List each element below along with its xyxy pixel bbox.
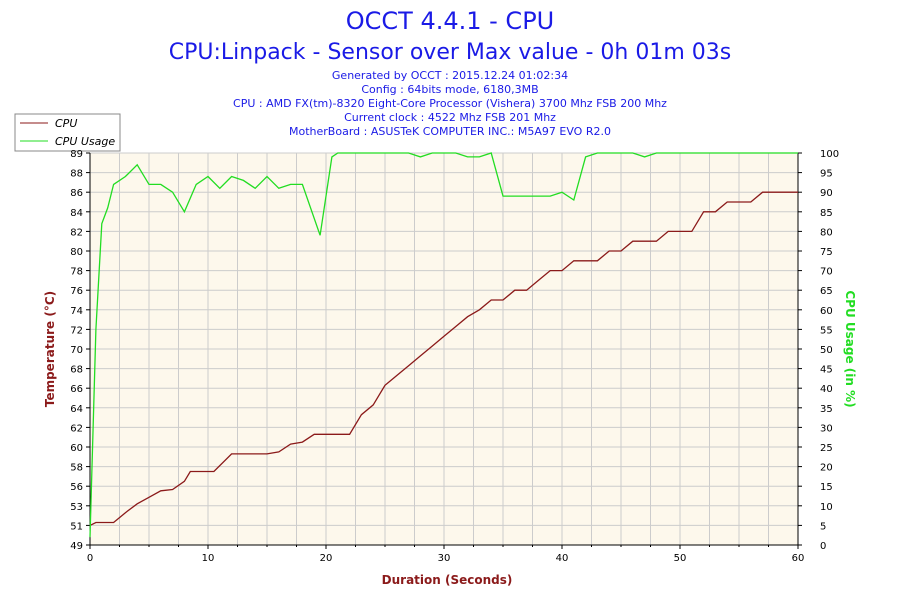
y-tick-label: 70 xyxy=(70,345,83,356)
series-line-cpu xyxy=(89,191,798,526)
y-tick-label: 72 xyxy=(70,325,83,336)
info-cpu: CPU : AMD FX(tm)-8320 Eight-Core Process… xyxy=(233,97,667,110)
chart-subtitle: CPU:Linpack - Sensor over Max value - 0h… xyxy=(169,40,731,65)
chart-title: OCCT 4.4.1 - CPU xyxy=(346,7,554,35)
y2-tick-label: 90 xyxy=(820,188,833,199)
y2-ticks: 0 5 10 15 20 25 30 35 40 45 50 55 60 65 70 75 80 85 90 95 10… xyxy=(798,149,839,552)
info-motherboard: MotherBoard : ASUSTeK COMPUTER INC.: M5A… xyxy=(289,125,611,138)
y2-tick-label: 55 xyxy=(820,325,833,336)
y-tick-label: 82 xyxy=(70,227,83,238)
x-tick-label: 60 xyxy=(792,553,805,564)
y-tick-label: 80 xyxy=(70,247,83,258)
y2-tick-label: 0 xyxy=(820,541,826,552)
y2-tick-label: 70 xyxy=(820,267,833,278)
y2-tick-label: 5 xyxy=(820,521,826,532)
legend-label-cpu: CPU xyxy=(55,117,77,130)
y-tick-label: 51 xyxy=(70,521,83,532)
y2-tick-label: 85 xyxy=(820,208,833,219)
x-tick-label: 10 xyxy=(202,553,215,564)
y-tick-label: 88 xyxy=(70,169,83,180)
y2-tick-label: 10 xyxy=(820,502,833,513)
y2-tick-label: 95 xyxy=(820,169,833,180)
legend-box xyxy=(14,113,121,152)
y-axis-label: Temperature (°C) xyxy=(43,291,57,407)
y2-tick-label: 30 xyxy=(820,423,833,434)
y-tick-label: 58 xyxy=(70,463,83,474)
y-tick-label: 49 xyxy=(70,541,83,552)
y-tick-label: 86 xyxy=(70,188,83,199)
y2-tick-label: 100 xyxy=(820,149,839,160)
y2-tick-label: 25 xyxy=(820,443,833,454)
x-tick-label: 50 xyxy=(674,553,687,564)
x-tick-label: 0 xyxy=(87,553,93,564)
y-tick-label: 53 xyxy=(70,502,83,513)
y2-tick-label: 20 xyxy=(820,463,833,474)
legend-label-cpu-usage: CPU Usage xyxy=(55,135,115,148)
y-tick-label: 84 xyxy=(70,208,83,219)
y2-tick-label: 65 xyxy=(820,286,833,297)
y-tick-label: 56 xyxy=(70,482,83,493)
series-line-cpu-usage xyxy=(89,152,798,538)
y-tick-label: 74 xyxy=(70,306,83,317)
y2-tick-label: 15 xyxy=(820,482,833,493)
y-tick-label: 64 xyxy=(70,404,83,415)
x-ticks: 0 10 20 30 40 50 60 xyxy=(87,545,805,564)
y-tick-label: 76 xyxy=(70,286,83,297)
y2-tick-label: 45 xyxy=(820,365,833,376)
y-tick-label: 89 xyxy=(70,149,83,160)
y-tick-label: 68 xyxy=(70,365,83,376)
y-tick-label: 62 xyxy=(70,423,83,434)
info-config: Config : 64bits mode, 6180,3MB xyxy=(361,83,538,96)
y-tick-label: 78 xyxy=(70,267,83,278)
x-axis-label: Duration (Seconds) xyxy=(382,573,513,587)
info-clock: Current clock : 4522 Mhz FSB 201 Mhz xyxy=(344,111,556,124)
grid xyxy=(89,152,799,546)
y2-tick-label: 50 xyxy=(820,345,833,356)
y-tick-label: 66 xyxy=(70,384,83,395)
y2-tick-label: 35 xyxy=(820,404,833,415)
y2-tick-label: 75 xyxy=(820,247,833,258)
y-tick-label: 60 xyxy=(70,443,83,454)
y2-tick-label: 40 xyxy=(820,384,833,395)
x-tick-label: 30 xyxy=(438,553,451,564)
y2-tick-label: 80 xyxy=(820,227,833,238)
y-ticks: 49 51 53 56 58 60 62 64 66 68 70 72 74 76 78 80 82 84 86 88… xyxy=(70,149,90,552)
y2-tick-label: 60 xyxy=(820,306,833,317)
info-generated: Generated by OCCT : 2015.12.24 01:02:34 xyxy=(332,69,568,82)
x-tick-label: 40 xyxy=(556,553,569,564)
series xyxy=(89,152,798,538)
y2-axis-label: CPU Usage (in %) xyxy=(843,290,857,407)
x-tick-label: 20 xyxy=(320,553,333,564)
legend: CPU CPU Usage xyxy=(14,113,121,152)
